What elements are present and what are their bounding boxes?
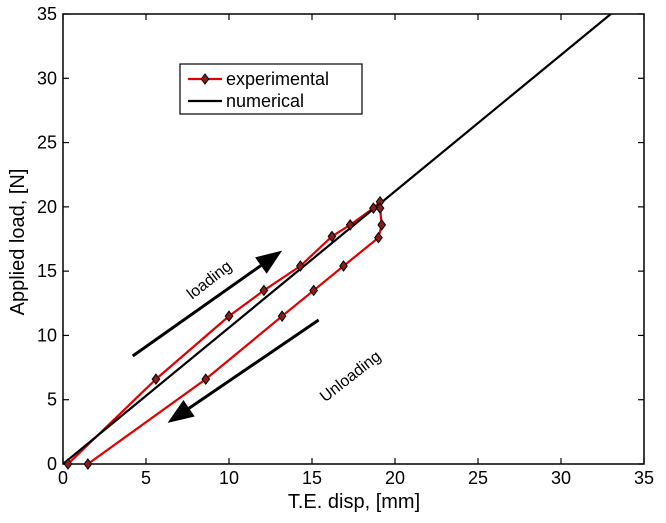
plot-frame	[62, 13, 645, 465]
data-point-experimental	[277, 310, 287, 322]
y-tick-label: 25	[37, 133, 57, 153]
y-tick-label: 0	[47, 454, 57, 474]
annotation-unloading: Unloading	[317, 348, 384, 406]
y-tick-label: 20	[37, 197, 57, 217]
data-point-experimental	[309, 284, 319, 297]
legend-label-numerical: numerical	[226, 91, 304, 111]
x-tick-label: 35	[634, 468, 654, 488]
y-tick-label: 35	[37, 4, 57, 24]
data-point-experimental	[83, 458, 93, 470]
legend-marker-experimental	[200, 73, 210, 85]
data-point-experimental	[201, 373, 211, 385]
axes: 0 5 10 15 20 25 30 35 0 5 10 15 20 25 30 35	[37, 4, 654, 488]
y-tick-label: 5	[47, 390, 57, 410]
data-point-experimental	[375, 202, 385, 214]
legend-label-experimental: experimental	[226, 69, 329, 89]
x-tick-label: 15	[302, 468, 322, 488]
loading-arrow-shaft	[131, 264, 262, 358]
data-point-experimental	[151, 373, 161, 385]
data-point-experimental	[339, 260, 348, 272]
y-tick-label: 30	[37, 68, 57, 88]
x-tick-label: 5	[141, 468, 151, 488]
x-axis-label: T.E. disp, [mm]	[288, 491, 420, 513]
loading-arrow-head	[255, 250, 283, 274]
x-tick-label: 0	[58, 468, 68, 488]
y-tick-label: 10	[37, 325, 57, 345]
data-point-experimental	[377, 219, 387, 231]
x-tick-label: 20	[385, 468, 405, 488]
x-tick-label: 10	[219, 468, 239, 488]
unloading-arrow-shaft	[188, 318, 320, 410]
unloading-arrow-head	[167, 399, 195, 423]
data-point-experimental	[374, 231, 383, 244]
annotation-loading: loading	[184, 258, 235, 303]
data-point-experimental	[259, 284, 269, 297]
legend-box	[179, 63, 363, 115]
y-axis-label: Applied load, [N]	[7, 169, 29, 316]
x-tick-label: 30	[551, 468, 571, 488]
series-layer	[63, 14, 612, 470]
data-point-experimental	[296, 260, 305, 272]
data-point-experimental	[224, 310, 234, 322]
y-tick-label: 15	[37, 261, 57, 281]
x-tick-label: 25	[468, 468, 488, 488]
data-point-experimental	[345, 219, 355, 231]
data-point-experimental	[327, 230, 337, 243]
data-point-experimental	[63, 458, 73, 470]
data-point-experimental	[369, 202, 378, 214]
series-line-numerical	[63, 14, 612, 464]
